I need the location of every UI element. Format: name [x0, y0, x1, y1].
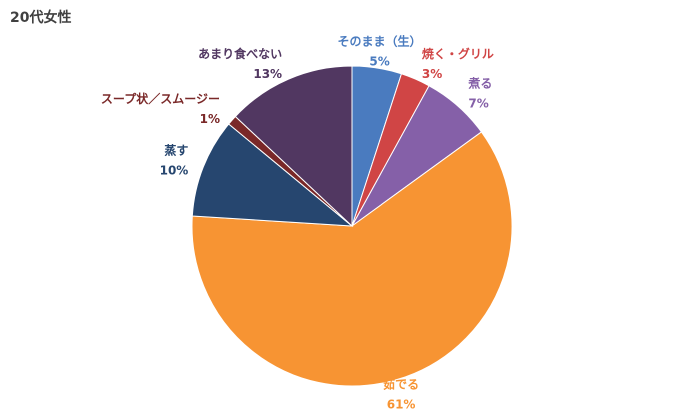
slice-label: 焼く・グリル [422, 46, 494, 61]
pie-slice [191, 123, 354, 227]
slice-value-label: 7% [468, 96, 488, 110]
pie-slice [234, 65, 353, 228]
slice-value-label: 5% [369, 55, 389, 69]
slice-label: スープ状／スムージー [101, 91, 220, 106]
slice-label: 蒸す [164, 143, 188, 158]
slice-value-label: 3% [422, 67, 442, 81]
slice-label: あまり食べない [198, 46, 282, 61]
slice-label: 煮る [467, 75, 492, 90]
pie-slice [191, 131, 513, 387]
slice-value-label: 13% [253, 67, 282, 81]
slice-value-label: 61% [387, 398, 416, 412]
slice-value-label: 10% [160, 164, 189, 178]
slice-label: 茹でる [383, 377, 419, 392]
chart-title: 20代女性 [10, 9, 71, 26]
slice-value-label: 1% [200, 112, 220, 126]
slice-label: そのまま（生） [338, 34, 422, 49]
